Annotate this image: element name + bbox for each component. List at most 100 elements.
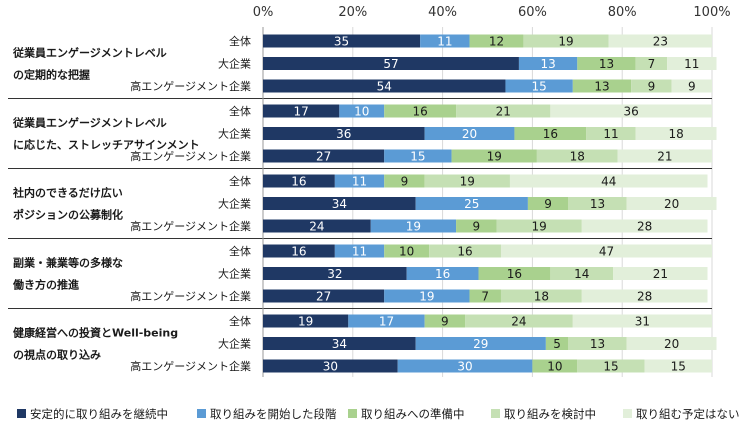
data-label: 19 (419, 290, 434, 304)
data-label: 21 (653, 267, 668, 281)
data-label: 13 (540, 57, 555, 71)
bar-segment (527, 197, 569, 210)
legend-swatch (197, 409, 206, 418)
bar-segment (667, 57, 717, 70)
legend-label: 取り組みへの準備中 (361, 407, 465, 421)
group-label: ポジションの公募制化 (13, 208, 123, 222)
data-label: 15 (603, 360, 618, 374)
legend-label: 安定的に取り組みを継続中 (30, 407, 168, 421)
data-label: 9 (401, 175, 409, 189)
bar-segment (550, 267, 614, 280)
bar-segment (581, 219, 708, 233)
data-label: 13 (594, 80, 609, 94)
bar-segment (644, 359, 712, 373)
data-label: 27 (316, 290, 331, 304)
data-label: 57 (383, 57, 398, 71)
group-label: 働き方の推進 (12, 278, 80, 292)
bar-segment (263, 174, 335, 188)
bar-segment (424, 314, 466, 328)
legend-label: 取り組む予定はない (636, 407, 740, 421)
data-label: 13 (590, 197, 605, 211)
row-label: 大企業 (218, 127, 251, 141)
data-label: 30 (457, 360, 472, 374)
data-label: 35 (334, 35, 349, 49)
bar-segment (384, 149, 452, 163)
row-label: 大企業 (218, 337, 251, 351)
group-label: 健康経営への投資とWell-being (13, 326, 178, 340)
data-label: 21 (496, 105, 511, 119)
data-label: 16 (291, 245, 306, 259)
bar-segment (339, 104, 385, 118)
bar-segment (635, 57, 668, 70)
x-tick-label: 80% (608, 5, 637, 20)
bar-segment (370, 219, 457, 233)
data-label: 29 (473, 337, 488, 351)
row-label: 高エンゲージメント企業 (130, 359, 251, 373)
bar-segment (334, 244, 385, 258)
bar-segment (523, 34, 609, 48)
data-label: 11 (603, 127, 618, 141)
data-label: 16 (457, 245, 472, 259)
legend-swatch (491, 409, 500, 418)
x-tick-label: 100% (693, 5, 730, 20)
bar-segment (263, 219, 371, 233)
bar-segment (263, 244, 335, 258)
bar-segment (635, 127, 717, 140)
x-tick-label: 60% (518, 5, 547, 20)
data-label: 10 (354, 105, 369, 119)
data-label: 9 (544, 197, 552, 211)
group-label: 従業員エンゲージメントレベル (12, 116, 167, 130)
data-label: 24 (309, 220, 324, 234)
bar-segment (536, 149, 618, 163)
bar-segment (451, 149, 537, 163)
group-label: 従業員エンゲージメントレベル (12, 46, 167, 60)
bar-segment (617, 149, 712, 163)
data-label: 20 (664, 197, 679, 211)
data-label: 11 (352, 175, 367, 189)
bar-segment (384, 289, 470, 303)
bar-segment (568, 197, 627, 210)
bar-segment (397, 359, 533, 373)
bar-segment (415, 197, 528, 210)
legend-label: 取り組みを検討中 (504, 407, 596, 421)
data-label: 7 (648, 57, 656, 71)
bar-segment (263, 267, 407, 280)
data-label: 10 (547, 360, 562, 374)
data-label: 16 (507, 267, 522, 281)
row-label: 大企業 (218, 267, 251, 281)
data-label: 15 (531, 80, 546, 94)
bar-segment (469, 289, 501, 303)
data-label: 9 (648, 80, 656, 94)
bar-segment (263, 57, 519, 70)
bar-segment (626, 197, 717, 210)
row-label: 高エンゲージメント企業 (130, 79, 251, 93)
data-label: 20 (664, 337, 679, 351)
x-tick-label: 20% (338, 5, 367, 20)
data-label: 10 (399, 245, 414, 259)
legend-swatch (348, 409, 357, 418)
data-label: 36 (336, 127, 351, 141)
data-label: 28 (637, 290, 652, 304)
bar-segment (586, 127, 636, 140)
legend-label: 取り組みを開始した段階 (210, 407, 337, 421)
bar-segment (384, 174, 425, 188)
bar-segment (334, 174, 385, 188)
bar-segment (263, 197, 416, 210)
data-label: 16 (413, 105, 428, 119)
bar-segment (496, 219, 582, 233)
data-label: 7 (481, 290, 489, 304)
bar-segment (263, 127, 425, 140)
row-label: 全体 (229, 104, 251, 118)
data-label: 13 (599, 57, 614, 71)
bar-segment (384, 244, 430, 258)
group-label: の視点の取り込み (13, 348, 101, 362)
row-label: 全体 (229, 244, 251, 258)
x-tick-label: 40% (428, 5, 457, 20)
data-label: 13 (590, 337, 605, 351)
row-label: 全体 (229, 314, 251, 328)
bar-segment (415, 337, 546, 350)
bar-segment (518, 57, 578, 70)
data-label: 19 (406, 220, 421, 234)
